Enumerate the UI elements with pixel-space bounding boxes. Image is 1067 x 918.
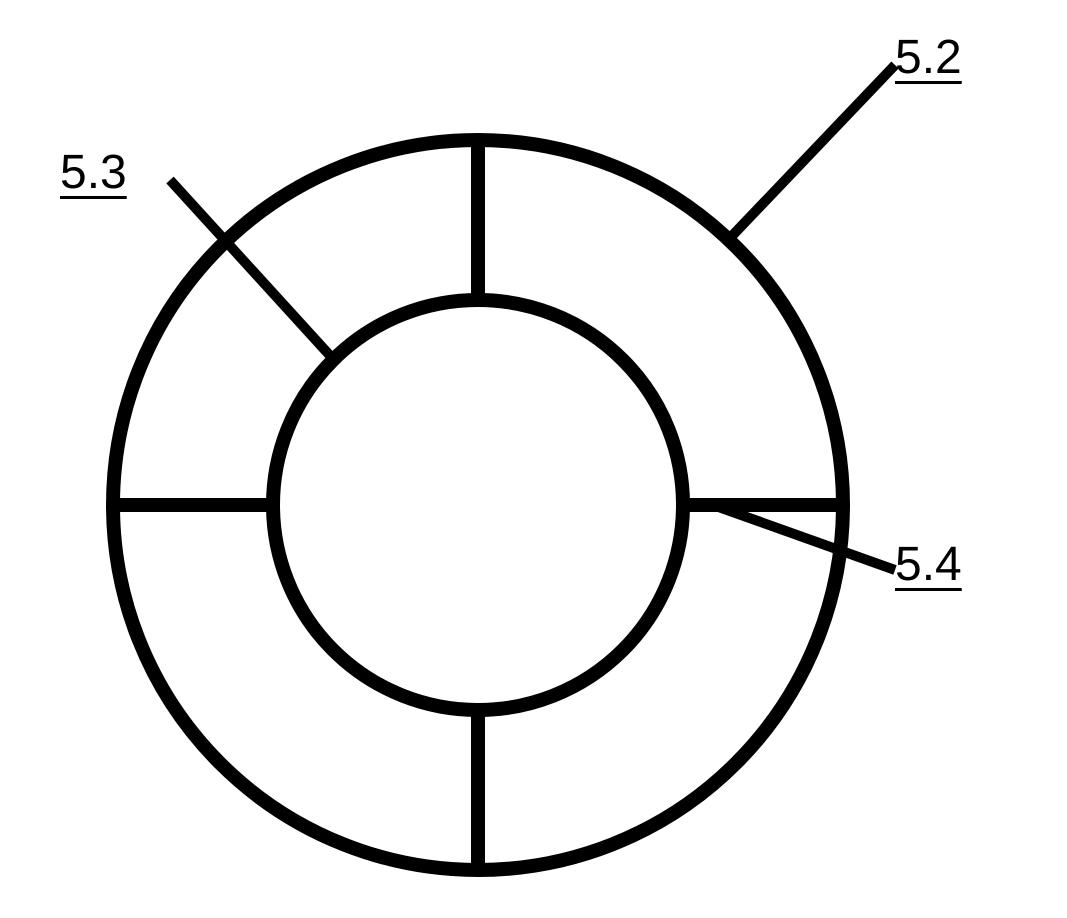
label-5.4: 5.4: [895, 537, 962, 592]
label-5.2: 5.2: [895, 30, 962, 85]
diagram-svg: [0, 0, 1067, 913]
inner-circle: [273, 300, 683, 710]
label-5.3: 5.3: [60, 145, 127, 200]
ring-diagram: 5.2 5.3 5.4: [0, 0, 1067, 913]
leader-line-5.2: [730, 65, 895, 238]
